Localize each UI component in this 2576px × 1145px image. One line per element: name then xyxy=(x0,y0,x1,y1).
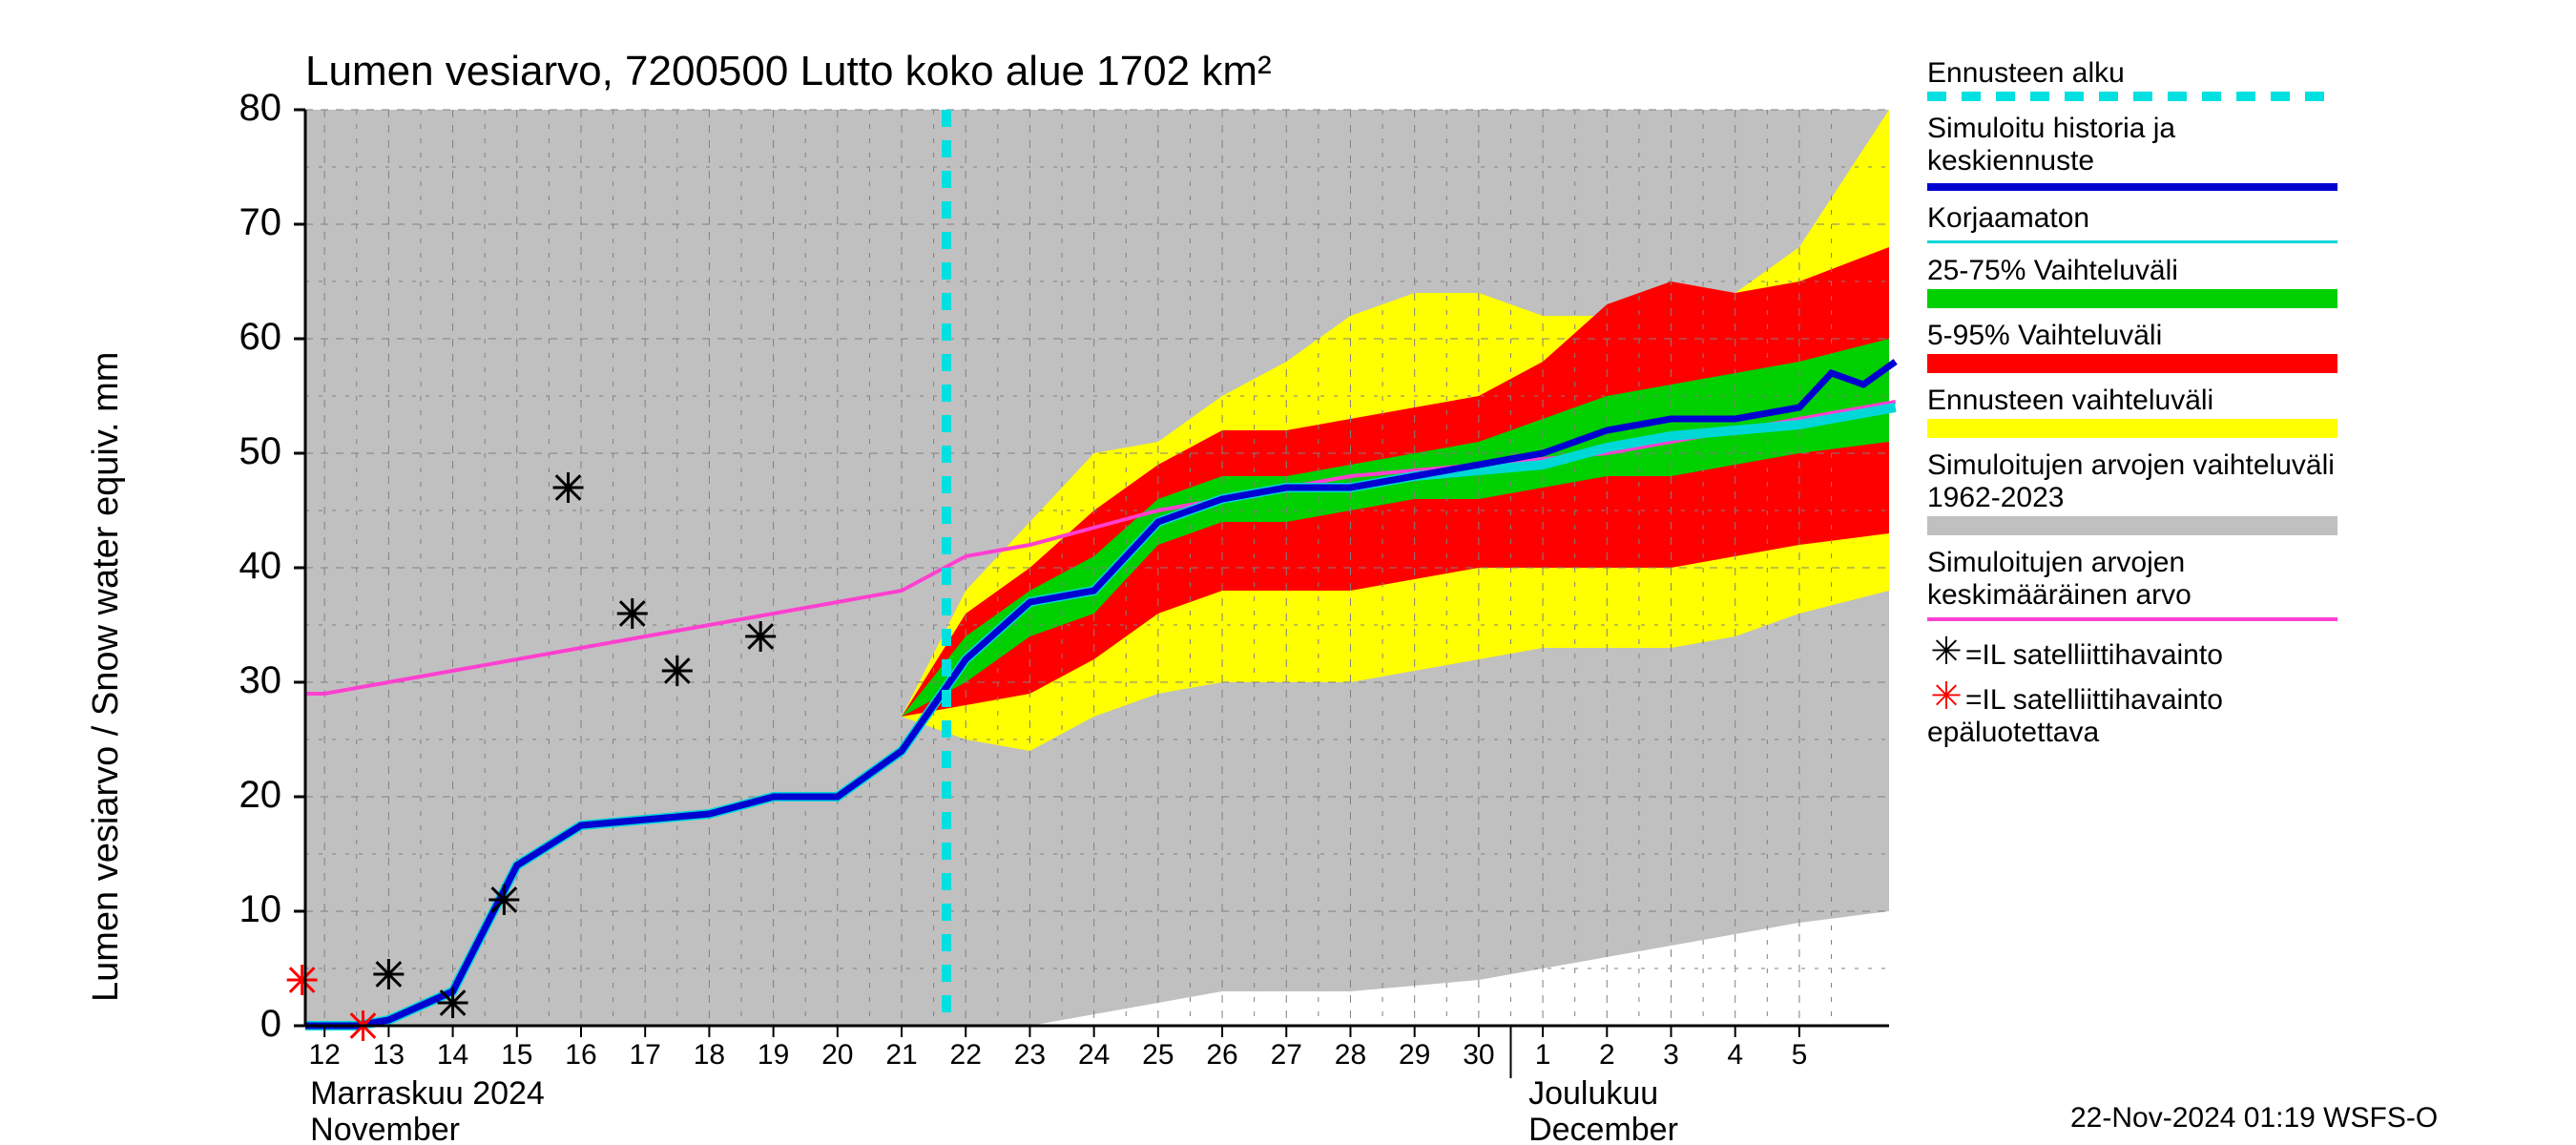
legend-label: Simuloitu historia ja keskiennuste xyxy=(1927,113,2337,177)
legend-swatch xyxy=(1927,240,2337,243)
legend-label: =IL satelliittihavainto xyxy=(1965,639,2223,671)
x-tick: 30 xyxy=(1450,1039,1507,1072)
legend-label: Ennusteen alku xyxy=(1927,57,2337,90)
y-tick: 60 xyxy=(224,316,281,359)
legend-label: Simuloitujen arvojen vaihteluväli 1962-2… xyxy=(1927,449,2337,514)
legend-label: Ennusteen vaihteluväli xyxy=(1927,385,2337,417)
x-tick: 23 xyxy=(1001,1039,1058,1072)
x-tick: 28 xyxy=(1321,1039,1379,1072)
y-tick: 80 xyxy=(224,87,281,130)
chart-container: { "chart": { "type": "line-band-forecast… xyxy=(0,0,2576,1145)
x-tick: 2 xyxy=(1578,1039,1635,1072)
y-tick: 20 xyxy=(224,774,281,817)
x-tick: 22 xyxy=(937,1039,994,1072)
legend-item: ✳=IL satelliittihavainto xyxy=(1927,633,2337,672)
x-tick: 1 xyxy=(1514,1039,1571,1072)
legend-label: Korjaamaton xyxy=(1927,202,2337,235)
x-tick: 24 xyxy=(1066,1039,1123,1072)
x-tick: 14 xyxy=(425,1039,482,1072)
x-tick: 5 xyxy=(1771,1039,1828,1072)
x-tick: 17 xyxy=(616,1039,674,1072)
legend-item: ✳=IL satelliittihavainto epäluotettava xyxy=(1927,677,2337,749)
y-tick: 50 xyxy=(224,430,281,473)
x-tick: 4 xyxy=(1707,1039,1764,1072)
month-label-bottom: December xyxy=(1528,1112,1678,1145)
legend-item: Korjaamaton xyxy=(1927,202,2337,243)
y-tick: 70 xyxy=(224,201,281,244)
y-tick: 30 xyxy=(224,659,281,702)
legend-swatch xyxy=(1927,289,2337,308)
timestamp: 22-Nov-2024 01:19 WSFS-O xyxy=(2070,1102,2438,1135)
legend-symbol-row: ✳=IL satelliittihavainto xyxy=(1927,633,2337,672)
x-tick: 3 xyxy=(1642,1039,1699,1072)
legend-item: Simuloitujen arvojen keskimääräinen arvo xyxy=(1927,547,2337,621)
x-tick: 15 xyxy=(488,1039,546,1072)
y-tick: 40 xyxy=(224,545,281,588)
legend-swatch xyxy=(1927,183,2337,191)
x-tick: 18 xyxy=(680,1039,737,1072)
x-tick: 13 xyxy=(360,1039,417,1072)
legend-symbol-row: ✳=IL satelliittihavainto epäluotettava xyxy=(1927,677,2337,749)
x-tick: 25 xyxy=(1130,1039,1187,1072)
legend-item: 25-75% Vaihteluväli xyxy=(1927,255,2337,308)
y-tick: 0 xyxy=(224,1003,281,1046)
x-tick: 16 xyxy=(552,1039,610,1072)
legend-item: Ennusteen vaihteluväli xyxy=(1927,385,2337,438)
x-tick: 19 xyxy=(745,1039,802,1072)
legend-swatch xyxy=(1927,92,2337,101)
month-label-bottom: November xyxy=(310,1112,460,1145)
legend-swatch xyxy=(1927,516,2337,535)
legend-label: 5-95% Vaihteluväli xyxy=(1927,320,2337,352)
legend-label: =IL satelliittihavainto epäluotettava xyxy=(1927,684,2223,748)
x-tick: 26 xyxy=(1194,1039,1251,1072)
month-label-top: Marraskuu 2024 xyxy=(310,1075,545,1113)
legend-item: Simuloitujen arvojen vaihteluväli 1962-2… xyxy=(1927,449,2337,535)
y-tick: 10 xyxy=(224,888,281,931)
month-label-top: Joulukuu xyxy=(1528,1075,1658,1113)
x-tick: 12 xyxy=(296,1039,353,1072)
legend-item: Simuloitu historia ja keskiennuste xyxy=(1927,113,2337,191)
legend-swatch xyxy=(1927,617,2337,621)
legend-label: 25-75% Vaihteluväli xyxy=(1927,255,2337,287)
legend: Ennusteen alku Simuloitu historia ja kesk… xyxy=(1927,57,2337,755)
legend-swatch xyxy=(1927,354,2337,373)
x-tick: 29 xyxy=(1386,1039,1444,1072)
x-tick: 21 xyxy=(873,1039,930,1072)
legend-symbol: ✳ xyxy=(1927,633,1965,671)
x-tick: 20 xyxy=(809,1039,866,1072)
legend-label: Simuloitujen arvojen keskimääräinen arvo xyxy=(1927,547,2337,612)
legend-symbol: ✳ xyxy=(1927,677,1965,716)
legend-swatch xyxy=(1927,419,2337,438)
x-tick: 27 xyxy=(1257,1039,1315,1072)
legend-item: 5-95% Vaihteluväli xyxy=(1927,320,2337,373)
legend-item: Ennusteen alku xyxy=(1927,57,2337,101)
